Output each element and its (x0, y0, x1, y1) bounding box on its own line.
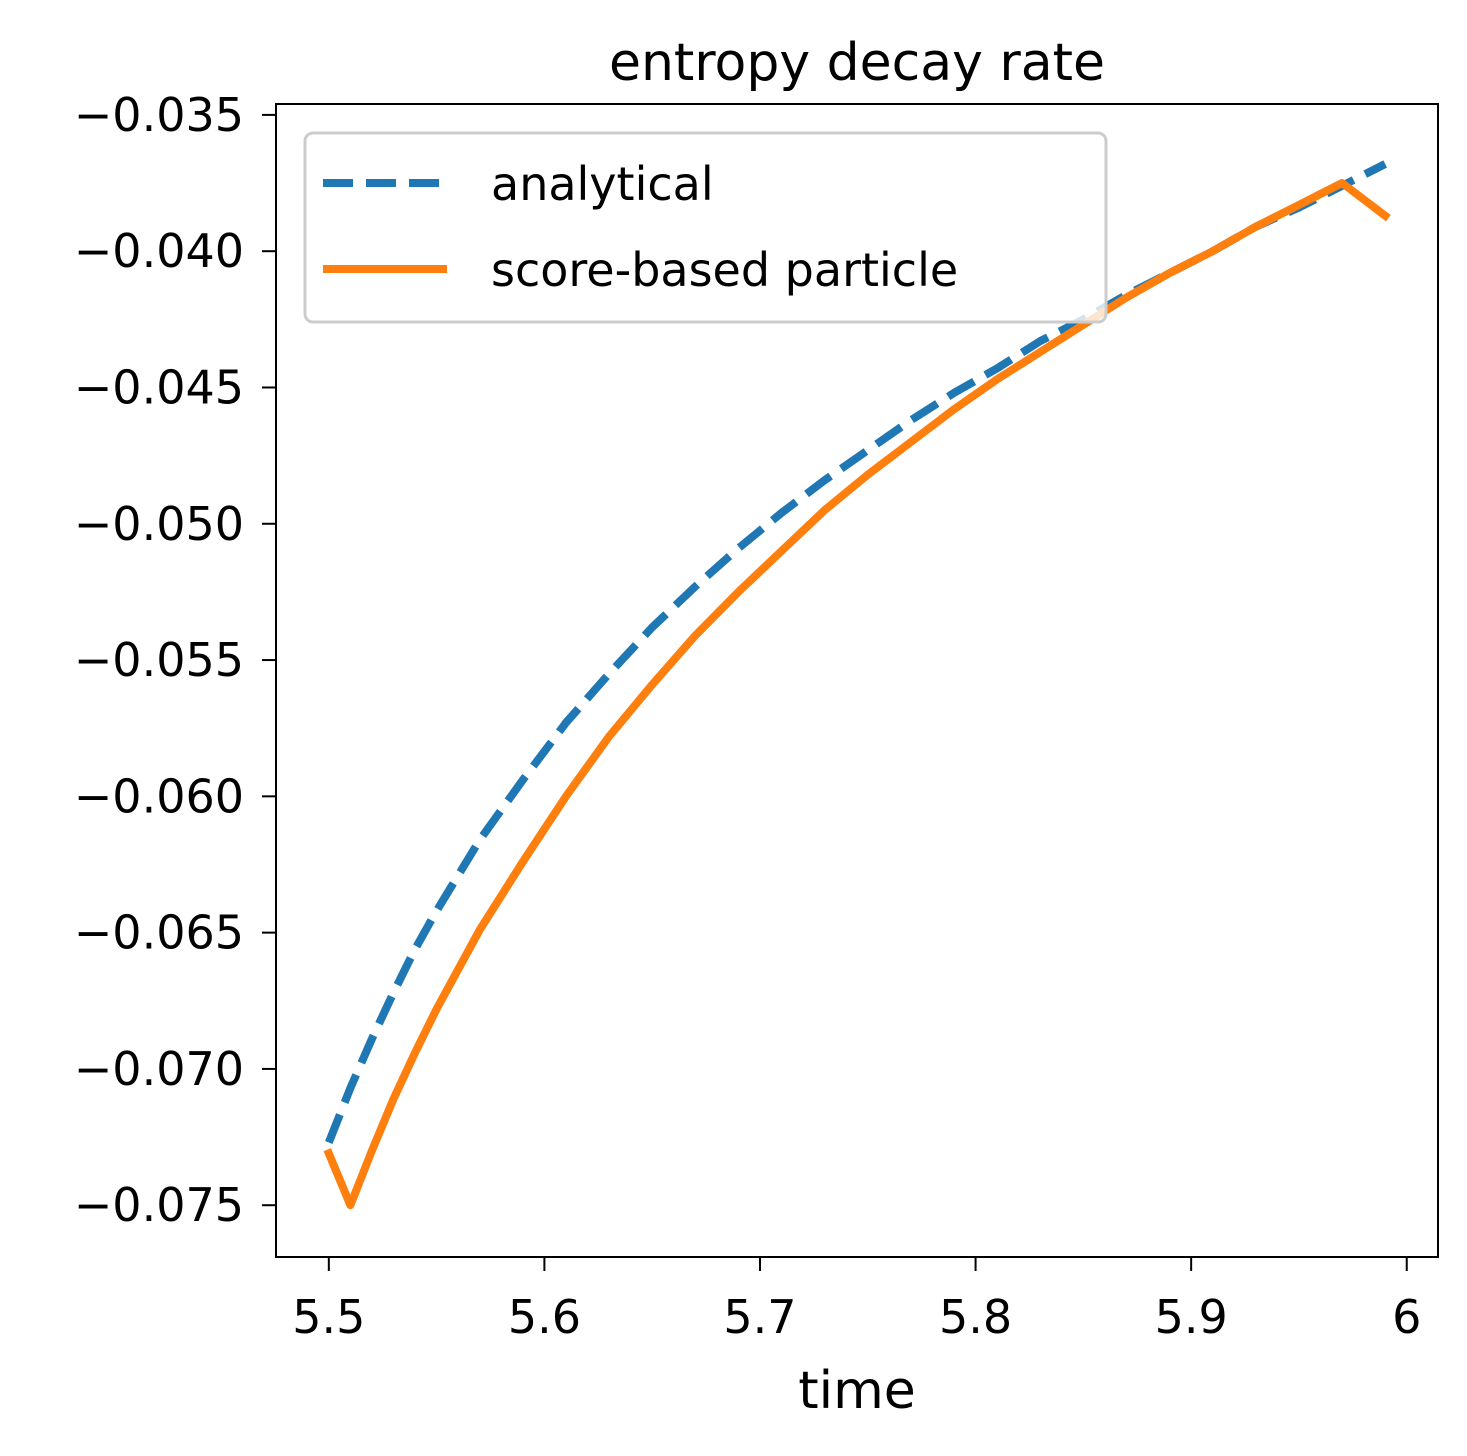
x-tick-label: 5.9 (1155, 1290, 1228, 1344)
series-line-score-based-particle (323, 179, 1391, 1210)
x-tick-label: 5.7 (723, 1290, 796, 1344)
legend-frame (303, 131, 1108, 324)
plot-frame (275, 103, 1439, 1258)
y-tick-label: −0.070 (74, 1042, 244, 1096)
x-tick-label: 5.6 (508, 1290, 581, 1344)
legend-label-score-based-particle: score-based particle (491, 243, 958, 297)
y-tick-label: −0.050 (74, 497, 244, 551)
y-tick-label: −0.035 (74, 88, 244, 142)
x-axis: 5.5 5.6 5.7 5.8 5.9 6 (292, 1257, 1421, 1344)
chart-title: entropy decay rate (609, 33, 1105, 93)
x-axis-label: time (798, 1361, 915, 1421)
x-tick-label: 6 (1392, 1290, 1421, 1344)
y-axis: −0.035 −0.040 −0.045 −0.050 −0.055 −0.060 −0.0… (74, 88, 276, 1232)
y-tick-label: −0.075 (74, 1178, 244, 1232)
x-tick-label: 5.5 (292, 1290, 365, 1344)
legend-label-analytical: analytical (491, 157, 714, 211)
y-tick-label: −0.060 (74, 769, 244, 823)
y-tick-label: −0.040 (74, 224, 244, 278)
y-tick-label: −0.055 (74, 633, 244, 687)
y-tick-label: −0.065 (74, 906, 244, 960)
x-tick-label: 5.8 (939, 1290, 1012, 1344)
legend: analytical score-based particle (303, 131, 1108, 324)
y-tick-label: −0.045 (74, 360, 244, 414)
plot-area (275, 103, 1439, 1258)
series-layer (323, 160, 1391, 1210)
